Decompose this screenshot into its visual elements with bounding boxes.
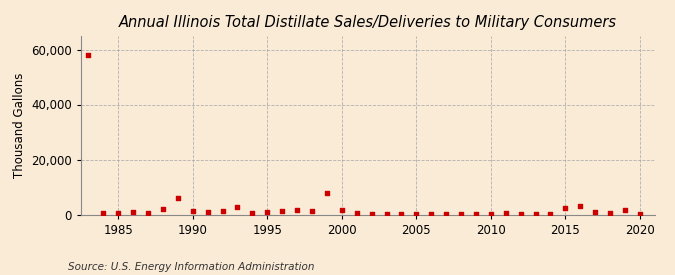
Point — [113, 210, 124, 215]
Point — [173, 196, 184, 200]
Point — [262, 210, 273, 214]
Point — [605, 211, 616, 216]
Point — [277, 209, 288, 213]
Point — [515, 211, 526, 216]
Point — [217, 209, 228, 213]
Point — [336, 208, 347, 213]
Point — [620, 208, 630, 213]
Point — [485, 211, 496, 216]
Point — [530, 212, 541, 216]
Point — [202, 210, 213, 214]
Point — [247, 211, 258, 216]
Point — [545, 212, 556, 216]
Point — [381, 211, 392, 216]
Point — [411, 212, 422, 216]
Point — [396, 211, 407, 216]
Point — [83, 53, 94, 57]
Point — [575, 204, 586, 208]
Point — [500, 211, 511, 216]
Point — [351, 211, 362, 216]
Point — [157, 207, 168, 211]
Point — [321, 190, 332, 195]
Point — [560, 205, 571, 210]
Point — [98, 211, 109, 215]
Point — [426, 212, 437, 216]
Point — [188, 209, 198, 213]
Point — [590, 210, 601, 214]
Title: Annual Illinois Total Distillate Sales/Deliveries to Military Consumers: Annual Illinois Total Distillate Sales/D… — [119, 15, 617, 31]
Point — [232, 205, 243, 209]
Point — [456, 211, 466, 216]
Point — [128, 210, 138, 214]
Point — [367, 211, 377, 216]
Text: Source: U.S. Energy Information Administration: Source: U.S. Energy Information Administ… — [68, 262, 314, 272]
Y-axis label: Thousand Gallons: Thousand Gallons — [13, 72, 26, 178]
Point — [142, 211, 153, 215]
Point — [470, 212, 481, 216]
Point — [441, 212, 452, 216]
Point — [634, 211, 645, 216]
Point — [292, 208, 302, 212]
Point — [306, 209, 317, 213]
